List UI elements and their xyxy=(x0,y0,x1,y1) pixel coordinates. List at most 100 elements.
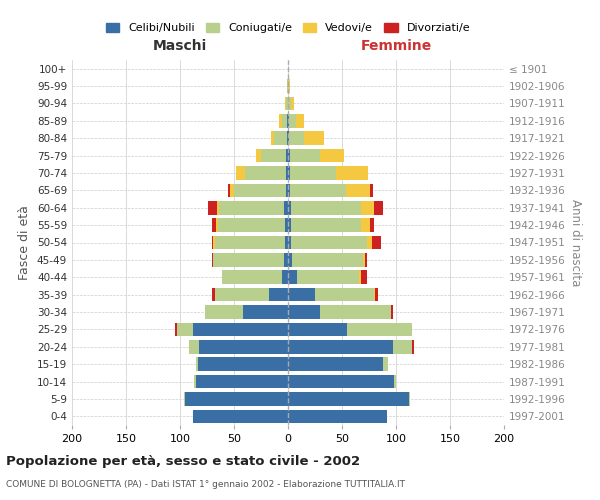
Bar xyxy=(212,253,214,266)
Bar xyxy=(193,410,288,423)
Bar xyxy=(218,218,285,232)
Bar xyxy=(374,201,383,214)
Bar xyxy=(188,340,199,353)
Bar xyxy=(374,288,376,302)
Bar xyxy=(288,132,289,145)
Bar xyxy=(286,96,288,110)
Bar xyxy=(288,201,291,214)
Bar xyxy=(359,270,361,284)
Bar xyxy=(288,410,388,423)
Bar xyxy=(296,114,304,128)
Bar xyxy=(346,184,370,197)
Bar xyxy=(286,166,288,180)
Bar xyxy=(193,322,288,336)
Bar xyxy=(281,270,288,284)
Bar xyxy=(274,132,287,145)
Bar xyxy=(291,236,367,250)
Bar xyxy=(175,322,177,336)
Bar xyxy=(288,96,291,110)
Bar xyxy=(219,201,284,214)
Bar xyxy=(212,236,214,250)
Bar xyxy=(292,253,362,266)
Bar xyxy=(286,184,288,197)
Bar xyxy=(370,218,374,232)
Text: Popolazione per età, sesso e stato civile - 2002: Popolazione per età, sesso e stato civil… xyxy=(6,455,360,468)
Bar xyxy=(291,96,295,110)
Bar xyxy=(383,358,388,371)
Bar xyxy=(320,305,391,319)
Bar xyxy=(286,149,288,162)
Bar xyxy=(291,218,361,232)
Bar xyxy=(296,270,359,284)
Bar xyxy=(288,184,290,197)
Bar xyxy=(412,340,415,353)
Bar xyxy=(288,114,289,128)
Text: Femmine: Femmine xyxy=(361,39,431,53)
Bar xyxy=(376,288,377,302)
Y-axis label: Anni di nascita: Anni di nascita xyxy=(569,199,582,286)
Bar xyxy=(291,201,361,214)
Bar xyxy=(271,132,274,145)
Bar xyxy=(245,166,286,180)
Bar xyxy=(361,201,374,214)
Bar xyxy=(284,253,288,266)
Bar xyxy=(281,114,287,128)
Bar xyxy=(194,375,196,388)
Bar xyxy=(285,96,286,110)
Bar xyxy=(288,80,289,93)
Bar xyxy=(236,166,245,180)
Bar xyxy=(280,114,281,128)
Bar xyxy=(215,218,218,232)
Bar xyxy=(288,253,292,266)
Text: COMUNE DI BOLOGNETTA (PA) - Dati ISTAT 1° gennaio 2002 - Elaborazione TUTTITALIA: COMUNE DI BOLOGNETTA (PA) - Dati ISTAT 1… xyxy=(6,480,405,489)
Bar xyxy=(409,392,410,406)
Bar xyxy=(288,340,393,353)
Bar xyxy=(289,114,296,128)
Bar xyxy=(370,184,373,197)
Bar xyxy=(372,236,381,250)
Bar xyxy=(335,166,368,180)
Bar xyxy=(230,184,234,197)
Bar xyxy=(214,253,284,266)
Bar xyxy=(242,305,288,319)
Bar xyxy=(287,114,288,128)
Bar xyxy=(289,132,304,145)
Bar xyxy=(208,201,217,214)
Bar xyxy=(212,288,215,302)
Bar xyxy=(285,218,288,232)
Bar xyxy=(288,358,383,371)
Bar xyxy=(391,305,393,319)
Bar xyxy=(261,149,286,162)
Bar xyxy=(365,253,367,266)
Bar xyxy=(215,236,285,250)
Bar xyxy=(361,270,367,284)
Bar xyxy=(288,375,394,388)
Bar xyxy=(288,322,347,336)
Bar xyxy=(284,201,288,214)
Bar xyxy=(196,375,288,388)
Bar xyxy=(361,218,370,232)
Bar xyxy=(184,392,185,406)
Bar xyxy=(199,340,288,353)
Bar xyxy=(288,392,409,406)
Bar xyxy=(289,80,290,93)
Bar xyxy=(288,288,315,302)
Bar xyxy=(285,236,288,250)
Text: Maschi: Maschi xyxy=(153,39,207,53)
Bar xyxy=(217,201,219,214)
Bar xyxy=(177,322,193,336)
Bar xyxy=(205,305,242,319)
Bar xyxy=(227,184,230,197)
Bar xyxy=(288,305,320,319)
Bar xyxy=(290,166,335,180)
Y-axis label: Fasce di età: Fasce di età xyxy=(19,205,31,280)
Bar xyxy=(234,184,286,197)
Bar xyxy=(287,132,288,145)
Bar xyxy=(288,166,290,180)
Bar xyxy=(222,270,281,284)
Bar xyxy=(304,132,323,145)
Bar xyxy=(393,340,412,353)
Bar xyxy=(185,392,288,406)
Bar xyxy=(288,149,290,162)
Bar xyxy=(212,218,215,232)
